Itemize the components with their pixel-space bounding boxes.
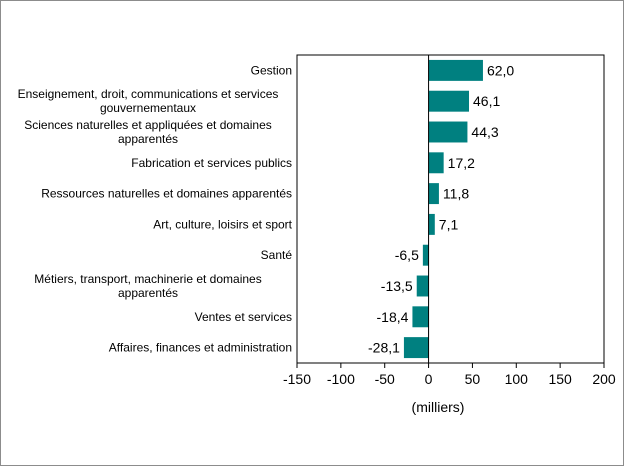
value-label: 17,2 xyxy=(448,155,475,171)
category-label-line: apparentés xyxy=(118,132,178,146)
category-label-line: Santé xyxy=(261,248,293,262)
category-label: Fabrication et services publics xyxy=(131,156,292,170)
bar xyxy=(428,121,468,143)
value-label: -6,5 xyxy=(395,247,419,263)
category-label-line: Ressources naturelles et domaines appare… xyxy=(41,187,292,201)
x-tick-label: -50 xyxy=(375,371,395,387)
category-label-line: Gestion xyxy=(251,63,292,77)
value-label: 44,3 xyxy=(471,124,498,140)
category-label-line: apparentés xyxy=(118,286,178,300)
category-label: Ressources naturelles et domaines appare… xyxy=(41,187,292,201)
bar xyxy=(403,337,429,359)
bar xyxy=(428,59,483,81)
category-label: Affaires, finances et administration xyxy=(109,341,292,355)
value-label: 62,0 xyxy=(487,62,514,78)
category-label-line: Enseignement, droit, communications et s… xyxy=(18,87,279,101)
bar xyxy=(428,183,439,205)
x-tick-label: 150 xyxy=(548,371,572,387)
bar xyxy=(428,152,444,174)
bar xyxy=(428,90,470,112)
value-label: 7,1 xyxy=(439,216,459,232)
category-label-line: Art, culture, loisirs et sport xyxy=(153,217,292,231)
category-label-line: Ventes et services xyxy=(195,310,292,324)
bar xyxy=(416,275,429,297)
x-tick-label: 0 xyxy=(425,371,433,387)
value-label: 11,8 xyxy=(443,186,469,202)
category-label-line: gouvernementaux xyxy=(100,101,196,115)
bar xyxy=(422,244,429,266)
x-axis-title: (milliers) xyxy=(412,399,465,415)
category-label: Sciences naturelles et appliquées et dom… xyxy=(24,118,272,146)
category-label: Enseignement, droit, communications et s… xyxy=(18,87,279,115)
x-tick-label: -100 xyxy=(327,371,355,387)
bar xyxy=(412,306,429,328)
category-label: Ventes et services xyxy=(195,310,292,324)
x-tick-label: -150 xyxy=(283,371,311,387)
category-label-line: Fabrication et services publics xyxy=(131,156,292,170)
value-label: -13,5 xyxy=(381,278,413,294)
value-label: 46,1 xyxy=(473,93,500,109)
category-label-line: Affaires, finances et administration xyxy=(109,341,292,355)
x-tick-label: 200 xyxy=(592,371,616,387)
bar xyxy=(428,213,435,235)
category-label-line: Métiers, transport, machinerie et domain… xyxy=(34,272,261,286)
category-label: Art, culture, loisirs et sport xyxy=(153,217,292,231)
value-label: -18,4 xyxy=(377,309,409,325)
category-label: Santé xyxy=(261,248,293,262)
category-label-line: Sciences naturelles et appliquées et dom… xyxy=(24,118,272,132)
category-label: Métiers, transport, machinerie et domain… xyxy=(34,272,261,300)
category-label: Gestion xyxy=(251,63,292,77)
value-label: -28,1 xyxy=(368,340,400,356)
x-tick-label: 100 xyxy=(505,371,529,387)
x-tick-label: 50 xyxy=(465,371,481,387)
